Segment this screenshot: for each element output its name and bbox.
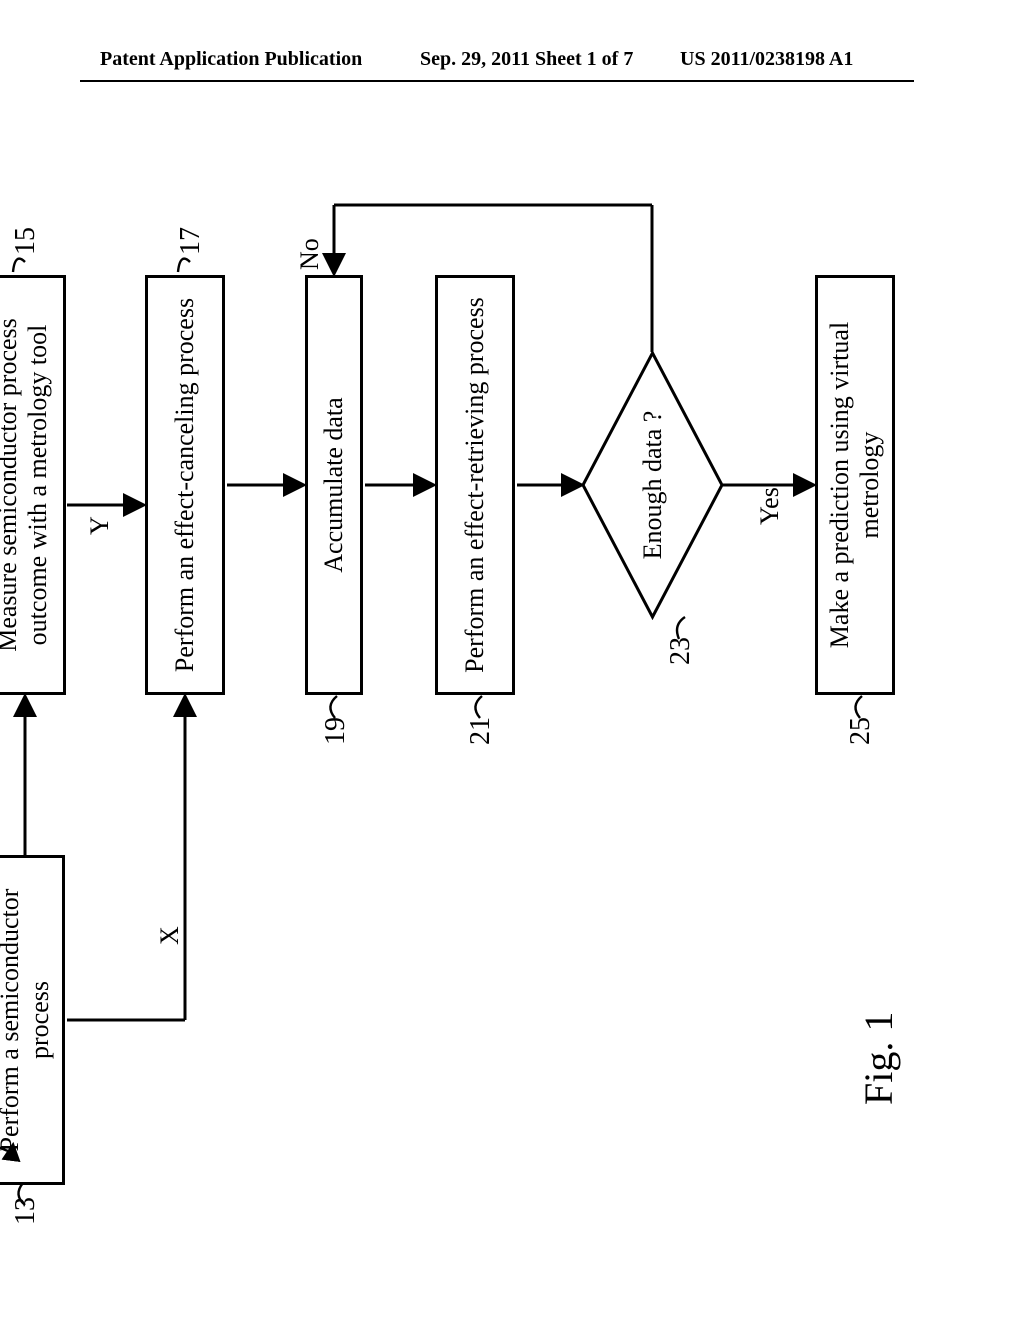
header-right: US 2011/0238198 A1	[680, 48, 853, 71]
flowchart-canvas: 11 Perform a semiconductor process 13 Me…	[0, 285, 1024, 1065]
arrows-overlay	[0, 285, 1024, 1065]
header-mid: Sep. 29, 2011 Sheet 1 of 7	[420, 48, 633, 71]
ref-17: 17	[175, 227, 207, 255]
ref-13: 13	[10, 1197, 42, 1225]
header-left: Patent Application Publication	[100, 48, 362, 71]
header-rule	[80, 80, 914, 82]
ref-15: 15	[10, 227, 42, 255]
label-no: No	[295, 238, 325, 270]
